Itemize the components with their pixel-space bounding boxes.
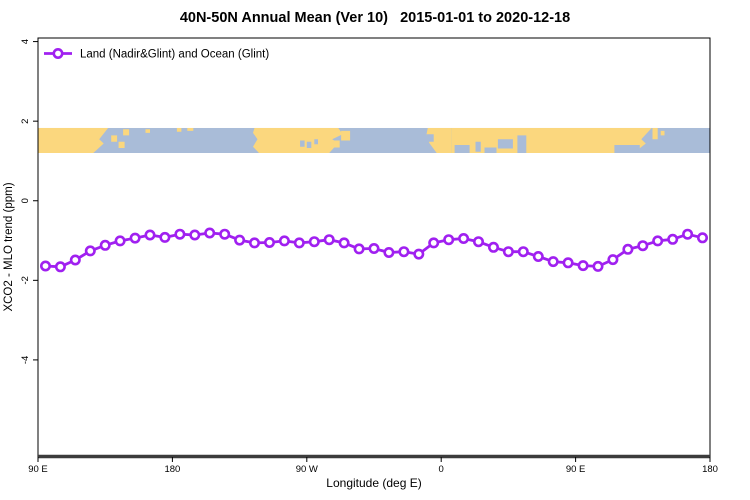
data-point-marker — [562, 257, 574, 269]
legend-marker-icon — [52, 47, 64, 59]
y-tick-label: 4 — [20, 39, 31, 44]
data-series — [39, 227, 708, 273]
data-point-marker — [547, 256, 559, 268]
y-axis-ticks: -4 -2 0 2 4 — [20, 39, 38, 364]
map-land-region — [652, 127, 658, 140]
map-band — [38, 127, 710, 153]
data-point-marker — [338, 237, 350, 249]
data-point-marker — [577, 260, 589, 272]
map-land-region — [187, 127, 194, 131]
legend: Land (Nadir&Glint) and Ocean (Glint) — [44, 47, 269, 61]
y-tick-label: 0 — [20, 198, 31, 203]
map-ocean-region — [517, 135, 527, 153]
data-point-marker — [398, 246, 410, 258]
map-land-region — [118, 141, 125, 148]
map-ocean-region — [497, 139, 513, 149]
x-tick-label: 0 — [439, 464, 444, 475]
data-point-marker — [458, 233, 470, 245]
data-point-marker — [84, 245, 96, 257]
data-point-marker — [637, 240, 649, 252]
data-point-marker — [114, 235, 126, 247]
map-land-region — [145, 129, 150, 133]
x-tick-label: 180 — [702, 464, 718, 475]
data-point-marker — [652, 235, 664, 247]
data-point-marker — [353, 243, 365, 255]
data-point-marker — [219, 228, 231, 240]
data-point-marker — [502, 246, 514, 258]
plot-box — [37, 37, 711, 459]
map-ocean-region — [426, 134, 434, 142]
map-land-region — [38, 127, 109, 153]
legend-label: Land (Nadir&Glint) and Ocean (Glint) — [80, 49, 269, 61]
data-point-marker — [517, 246, 529, 258]
map-land-region — [176, 127, 182, 132]
x-axis-label: Longitude (deg E) — [326, 476, 421, 490]
map-ocean-region — [306, 141, 312, 148]
map-ocean-region — [614, 145, 640, 153]
data-point-marker — [622, 243, 634, 255]
data-point-marker — [323, 234, 335, 246]
data-point-marker — [592, 260, 604, 272]
data-point-marker — [532, 251, 544, 263]
data-point-marker — [278, 235, 290, 247]
data-point-marker — [682, 228, 694, 240]
y-tick-label: 2 — [20, 119, 31, 124]
y-tick-label: -4 — [20, 356, 31, 364]
y-axis-label: XCO2 - MLO trend (ppm) — [3, 182, 15, 311]
map-land-region — [333, 140, 340, 148]
data-point-marker — [99, 239, 111, 251]
map-land-region — [123, 129, 130, 136]
data-point-marker — [39, 260, 51, 272]
data-point-marker — [368, 243, 380, 255]
data-point-marker — [443, 234, 455, 246]
data-point-marker — [69, 254, 81, 266]
data-point-marker — [249, 237, 261, 249]
data-point-marker — [667, 233, 679, 245]
data-point-marker — [308, 236, 320, 248]
data-point-marker — [204, 227, 216, 239]
map-land-region — [341, 130, 351, 141]
x-tick-label: 180 — [164, 464, 180, 475]
map-ocean-region — [300, 140, 305, 147]
data-point-marker — [413, 248, 425, 260]
chart-title: 40N-50N Annual Mean (Ver 10) 2015-01-01 … — [180, 10, 570, 26]
data-point-marker — [428, 237, 440, 249]
map-land-region — [660, 130, 665, 136]
data-point-marker — [144, 229, 156, 241]
map-ocean-region — [454, 145, 470, 153]
x-axis-ticks: 90 E 180 90 W 0 90 E 180 — [28, 457, 718, 475]
data-point-marker — [159, 231, 171, 243]
map-land-region — [253, 127, 343, 153]
y-tick-label: -2 — [20, 276, 31, 284]
data-point-marker — [607, 254, 619, 266]
data-point-marker — [54, 261, 66, 273]
data-point-marker — [189, 229, 201, 241]
data-point-marker — [129, 232, 141, 244]
data-point-marker — [696, 232, 708, 244]
data-point-marker — [487, 241, 499, 253]
data-point-marker — [263, 237, 275, 249]
data-point-marker — [383, 247, 395, 259]
map-land-region — [111, 135, 118, 142]
data-point-marker — [174, 228, 186, 240]
map-land-region — [426, 127, 452, 153]
map-ocean-region — [314, 139, 318, 145]
data-point-marker — [293, 237, 305, 249]
x-tick-label: 90 E — [566, 464, 586, 475]
map-ocean-region — [484, 147, 497, 153]
data-point-marker — [234, 234, 246, 246]
data-point-marker — [472, 236, 484, 248]
x-tick-label: 90 E — [28, 464, 48, 475]
x-tick-label: 90 W — [296, 464, 318, 475]
map-ocean-region — [475, 141, 481, 152]
